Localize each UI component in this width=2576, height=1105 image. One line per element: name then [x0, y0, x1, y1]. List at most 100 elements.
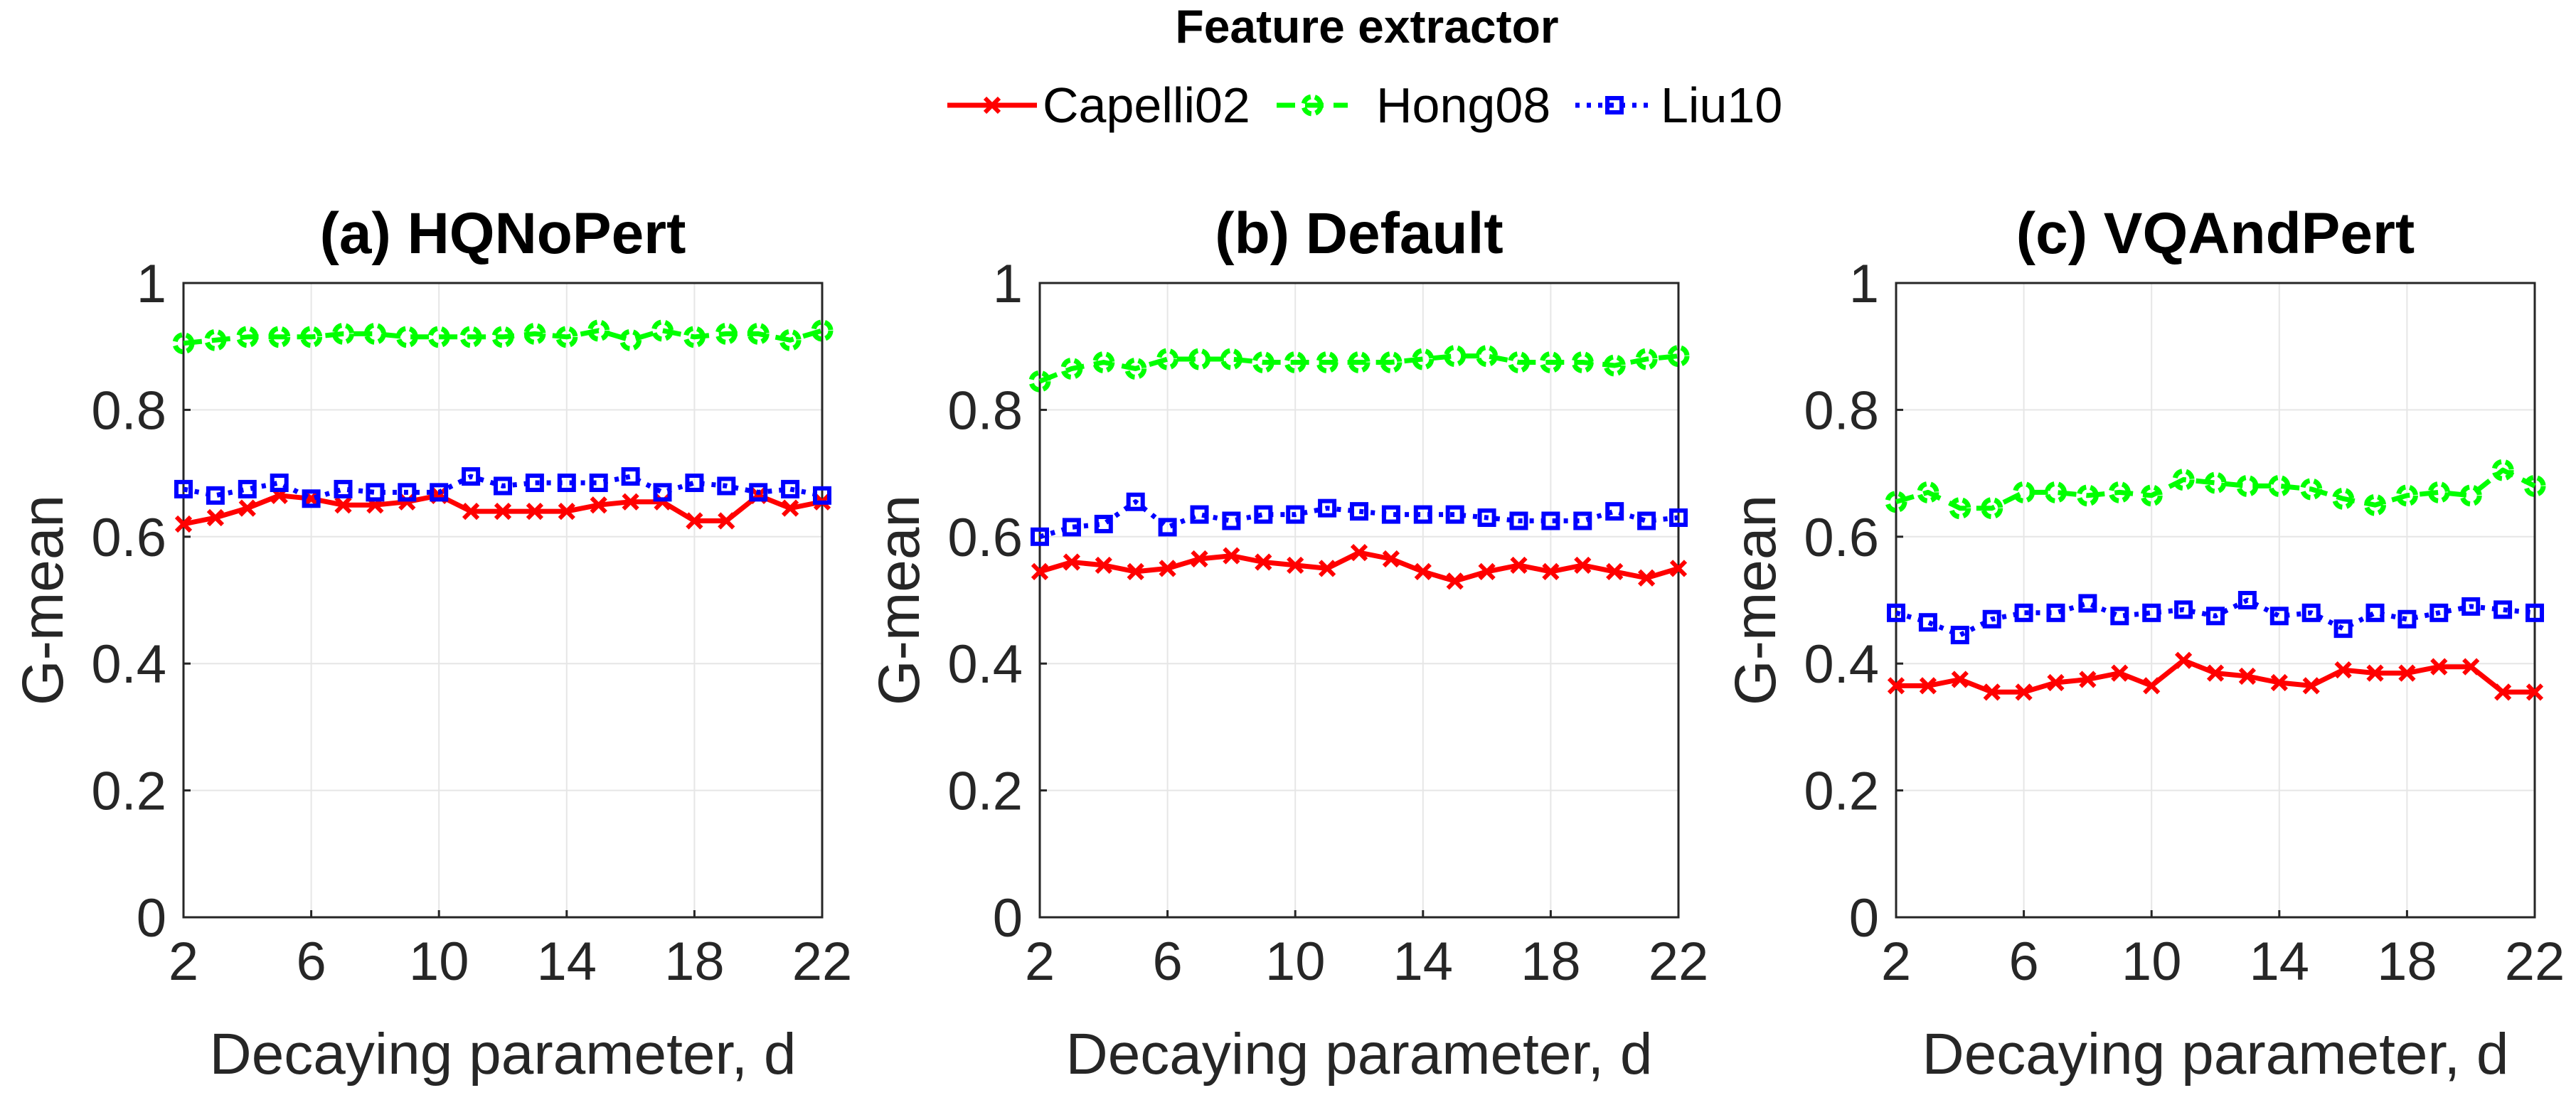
legend-entry-capelli02: Capelli02 — [947, 78, 1250, 133]
data-point-hong08 — [2332, 487, 2355, 510]
data-point-capelli02 — [1478, 562, 1496, 580]
data-point-hong08 — [619, 329, 642, 351]
legend-entry-liu10: Liu10 — [1575, 78, 1782, 133]
series-line-liu10 — [1038, 499, 1679, 540]
data-point-liu10 — [1477, 508, 1496, 528]
data-point-hong08 — [1252, 351, 1274, 373]
data-point-hong08 — [651, 319, 674, 342]
data-point-capelli02 — [1159, 560, 1176, 577]
y-tick-label: 0.4 — [91, 634, 166, 695]
data-point-capelli02 — [1414, 562, 1432, 580]
data-point-hong08 — [1444, 345, 1467, 368]
data-point-liu10 — [557, 473, 576, 492]
series-line-liu10 — [1895, 597, 2535, 638]
chart-title: (c) VQAndPert — [2016, 201, 2415, 266]
data-point-liu10 — [1126, 492, 1145, 511]
series-hong08 — [172, 319, 834, 355]
data-point-liu10 — [238, 479, 257, 498]
data-point-capelli02 — [2111, 664, 2129, 682]
data-point-liu10 — [1918, 613, 1937, 632]
x-tick-label: 22 — [2505, 931, 2565, 992]
data-point-capelli02 — [1287, 556, 1304, 575]
data-point-liu10 — [2365, 603, 2385, 622]
data-point-capelli02 — [206, 508, 225, 527]
data-point-capelli02 — [1637, 569, 1656, 587]
data-point-capelli02 — [2143, 677, 2161, 695]
data-point-capelli02 — [2270, 673, 2288, 692]
data-point-liu10 — [1669, 508, 1688, 528]
data-point-liu10 — [1541, 511, 1560, 530]
data-point-liu10 — [1031, 527, 1049, 546]
series-line-hong08 — [183, 328, 824, 346]
data-point-capelli02 — [1983, 683, 2001, 701]
x-tick-label: 18 — [664, 931, 725, 992]
data-point-hong08 — [1316, 351, 1338, 373]
data-point-capelli02 — [2366, 664, 2384, 682]
data-point-liu10 — [1637, 511, 1656, 530]
data-point-capelli02 — [781, 499, 799, 517]
data-point-liu10 — [2110, 607, 2129, 626]
data-point-hong08 — [1284, 351, 1306, 373]
axes-frame — [182, 282, 824, 919]
data-point-liu10 — [525, 473, 544, 492]
data-point-hong08 — [2013, 481, 2035, 503]
data-point-liu10 — [2078, 594, 2097, 613]
data-point-liu10 — [302, 489, 321, 508]
series-capelli02 — [1887, 651, 2544, 701]
data-point-liu10 — [430, 483, 449, 502]
data-point-liu10 — [717, 476, 736, 496]
data-point-hong08 — [2045, 481, 2067, 503]
x-tick-label: 2 — [169, 931, 198, 992]
y-tick-label: 0.8 — [947, 380, 1023, 441]
data-point-capelli02 — [1951, 671, 1969, 688]
data-point-capelli02 — [558, 502, 575, 521]
data-point-capelli02 — [1510, 556, 1528, 575]
data-point-capelli02 — [2238, 667, 2257, 685]
y-tick-label: 0 — [137, 888, 166, 949]
data-point-liu10 — [2046, 603, 2065, 622]
data-point-liu10 — [1062, 518, 1081, 537]
data-point-capelli02 — [2398, 664, 2416, 682]
data-point-capelli02 — [2174, 651, 2193, 669]
data-point-capelli02 — [2015, 683, 2033, 701]
data-point-liu10 — [653, 483, 672, 502]
series-liu10 — [174, 467, 831, 508]
legend-label-hong08: Hong08 — [1376, 78, 1550, 133]
data-point-capelli02 — [462, 502, 480, 521]
data-point-capelli02 — [334, 496, 352, 514]
data-point-liu10 — [206, 486, 225, 505]
axes-frame — [1038, 282, 1680, 919]
chart-panel-vqandpert: 2 6 10 14 18 22 0 0.2 0.4 0.6 0.8 1 (c) VQAndPert Dec… — [1723, 201, 2565, 1087]
data-point-hong08 — [1092, 351, 1115, 373]
data-point-capelli02 — [1542, 562, 1560, 580]
y-tick-label: 0.2 — [91, 762, 166, 822]
data-point-capelli02 — [526, 502, 544, 521]
data-point-liu10 — [1318, 498, 1337, 518]
data-point-hong08 — [555, 326, 578, 348]
data-point-hong08 — [1508, 351, 1530, 373]
data-point-hong08 — [779, 329, 802, 351]
data-point-hong08 — [2395, 484, 2418, 507]
data-point-liu10 — [2493, 600, 2513, 619]
series-hong08 — [1028, 345, 1690, 393]
data-point-hong08 — [332, 322, 354, 345]
data-point-liu10 — [1350, 502, 1368, 521]
data-point-capelli02 — [2206, 664, 2225, 682]
data-point-hong08 — [2427, 481, 2450, 503]
legend-entry-hong08: Hong08 — [1277, 78, 1550, 133]
y-tick-label: 0.6 — [1804, 508, 1879, 568]
y-tick-label: 0.8 — [91, 380, 166, 441]
data-point-liu10 — [2269, 607, 2289, 626]
data-point-liu10 — [398, 483, 417, 502]
data-point-hong08 — [2364, 493, 2386, 516]
y-tick-label: 0.8 — [1804, 380, 1879, 441]
x-tick-label: 2 — [1025, 931, 1055, 992]
series-line-liu10 — [183, 474, 823, 501]
data-point-hong08 — [747, 322, 770, 345]
y-tick-label: 1 — [1849, 254, 1879, 314]
x-tick-label: 10 — [409, 931, 469, 992]
data-point-capelli02 — [2302, 677, 2320, 695]
data-point-capelli02 — [1382, 550, 1400, 568]
data-point-hong08 — [236, 326, 259, 348]
data-point-capelli02 — [1350, 543, 1368, 562]
